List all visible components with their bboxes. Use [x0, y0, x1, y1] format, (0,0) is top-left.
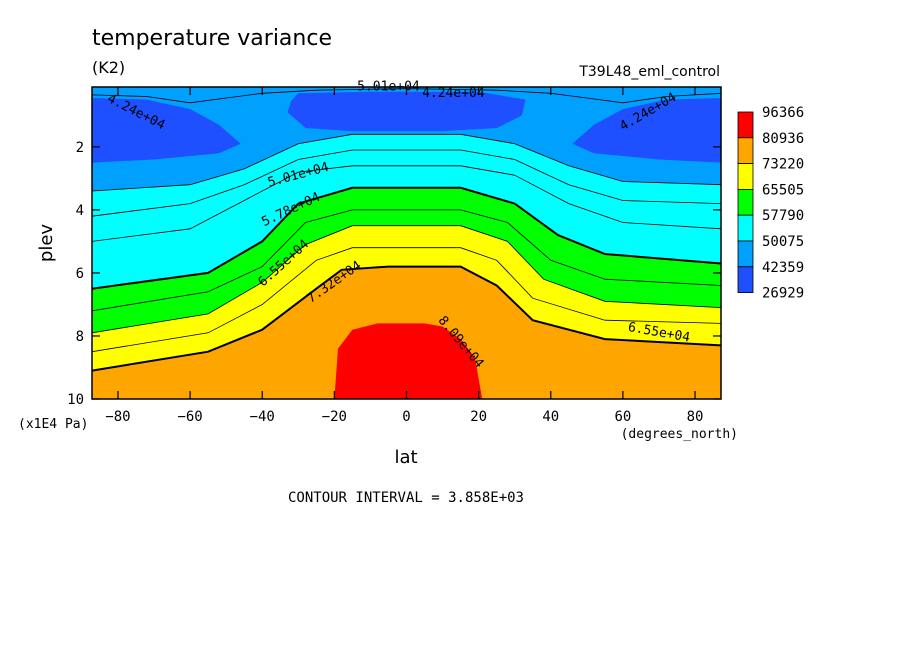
colorbar-label-57790: 57790 [762, 208, 804, 224]
colorbar-swatch-3 [737, 188, 754, 216]
y-axis-label: plev [36, 224, 57, 263]
x-tick-label-6: 40 [542, 409, 559, 425]
contour-lines [92, 88, 721, 372]
y-tick-label-3: 8 [76, 329, 84, 345]
filled-region-57790-65505-1 [92, 187, 721, 333]
contour-line-69362-1 [92, 247, 721, 353]
contour-line-57790-4 [92, 186, 721, 290]
chart-units: (K2) [92, 58, 125, 77]
colorbar-label-50075: 50075 [762, 234, 804, 250]
x-tick-label-7: 60 [614, 409, 631, 425]
x-tick-label-2: −40 [250, 409, 275, 425]
y-tick-label-4: 10 [67, 392, 84, 408]
filled-region-50075-57790-0 [92, 134, 721, 289]
x-tick-label-4: 0 [402, 409, 410, 425]
colorbar-label-26929: 26929 [762, 286, 804, 302]
colorbar: 96366 80936 73220 65505 57790 50075 42359 26929 [737, 105, 804, 302]
colorbar-label-96366: 96366 [762, 105, 804, 121]
run-label: T39L48_eml_control [578, 64, 720, 80]
x-axis-units: (degrees_north) [621, 427, 738, 442]
y-axis-ticks: 2 4 6 8 10 [67, 140, 721, 408]
x-axis-ticks: −80 −60 −40 −20 0 20 40 60 80 [105, 87, 703, 425]
colorbar-label-80936: 80936 [762, 131, 804, 147]
colorbar-swatch-2 [737, 163, 754, 190]
x-tick-label-8: 80 [687, 409, 704, 425]
x-tick-label-3: −20 [322, 409, 347, 425]
colorbar-swatch-5 [737, 240, 754, 268]
y-tick-label-2: 6 [76, 266, 84, 282]
contour-line-73220-0 [92, 265, 721, 372]
contour-line-61647-3 [92, 209, 721, 312]
filled-region-26929-42359-7 [287, 91, 526, 132]
colorbar-swatch-1 [737, 137, 754, 165]
contour-line-50075-6 [92, 149, 721, 217]
contour-line-53932-5 [92, 165, 721, 242]
x-tick-label-1: −60 [177, 409, 202, 425]
filled-region-26929-42359-6 [572, 98, 721, 163]
colorbar-swatch-6 [737, 266, 754, 293]
chart-title: temperature variance [92, 26, 332, 51]
filled-region-80936-96366-4 [334, 323, 483, 399]
x-tick-label-0: −80 [105, 409, 130, 425]
colorbar-label-42359: 42359 [762, 260, 804, 276]
contour-label-2: 4.24e+04 [422, 86, 485, 101]
colorbar-label-65505: 65505 [762, 182, 804, 198]
colorbar-swatch-0 [737, 111, 754, 139]
y-tick-label-1: 4 [76, 203, 84, 219]
colorbar-label-73220: 73220 [762, 157, 804, 173]
contour-line-46217-7 [92, 133, 721, 192]
colorbar-swatch-4 [737, 214, 754, 242]
x-axis-label: lat [394, 447, 417, 468]
y-axis-units: (x1E4 Pa) [18, 417, 88, 432]
x-tick-label-5: 20 [470, 409, 487, 425]
filled-contour-regions [92, 91, 721, 399]
filled-region-26929-42359-5 [92, 98, 241, 163]
y-tick-label-0: 2 [76, 140, 84, 156]
contour-interval-note: CONTOUR INTERVAL = 3.858E+03 [288, 490, 524, 506]
contour-line-65505-2 [92, 225, 721, 334]
